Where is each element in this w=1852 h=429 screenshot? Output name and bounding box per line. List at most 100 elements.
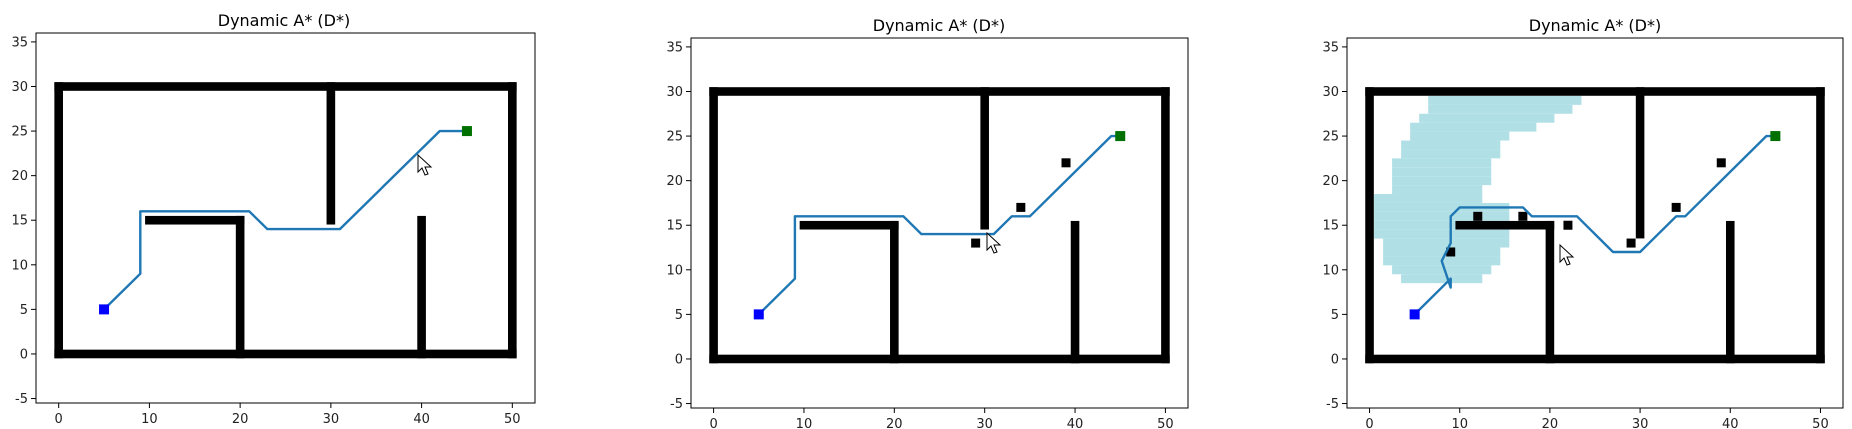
path-line xyxy=(1413,134,1776,316)
y-tick-label: 5 xyxy=(1331,308,1339,323)
obstacle-point xyxy=(1716,158,1726,168)
explored-cells xyxy=(1392,176,1492,186)
y-tick-label: 15 xyxy=(1322,219,1339,234)
explored-cells xyxy=(1383,247,1501,257)
y-tick-label: 5 xyxy=(675,308,683,323)
wall xyxy=(709,87,718,364)
y-tick-label: 30 xyxy=(1322,85,1339,100)
path-line xyxy=(757,134,1121,316)
subplot-3: Dynamic A* (D*) 0 10 20 30 40 50 -5 0 5 10 15 20 25 3… xyxy=(1322,16,1844,429)
y-tick-label: 30 xyxy=(666,85,683,100)
plot-area xyxy=(54,82,517,359)
obstacle-point xyxy=(1518,211,1528,221)
explored-cells xyxy=(1392,158,1492,168)
axes-frame xyxy=(1346,37,1844,409)
explored-cells xyxy=(1374,211,1510,221)
wall xyxy=(1455,220,1555,230)
wall xyxy=(1161,87,1170,364)
axes-frame xyxy=(35,32,536,404)
y-tick-label: -5 xyxy=(670,397,683,412)
explored-cells xyxy=(1401,149,1501,159)
y-tick-label: 20 xyxy=(11,169,28,184)
x-tick-label: 0 xyxy=(709,417,717,429)
wall xyxy=(1365,354,1825,364)
wall xyxy=(890,220,899,364)
y-tick-label: -5 xyxy=(1326,397,1339,412)
y-tick-label: 15 xyxy=(11,214,28,229)
subplot-1-title: Dynamic A* (D*) xyxy=(218,11,350,30)
y-tick-label: 20 xyxy=(666,174,683,189)
obstacle-point xyxy=(1016,202,1026,212)
wall xyxy=(1816,87,1825,364)
start-point xyxy=(753,309,764,320)
obstacle-point xyxy=(1473,211,1483,221)
explored-cells xyxy=(1392,185,1483,195)
goal-point xyxy=(1770,131,1781,142)
wall xyxy=(508,82,517,359)
obstacle-point xyxy=(1061,158,1071,168)
obstacle-point xyxy=(1446,247,1456,257)
wall xyxy=(1365,87,1374,364)
x-tick-label: 10 xyxy=(796,417,813,429)
explored-cells xyxy=(1374,220,1510,230)
obstacle-point xyxy=(1563,220,1573,230)
x-tick-label: 20 xyxy=(886,417,903,429)
explored-cells xyxy=(1392,265,1492,275)
wall xyxy=(54,82,63,359)
obstacle-point xyxy=(1671,202,1681,212)
x-tick-label: 40 xyxy=(413,412,430,427)
y-tick-label: 0 xyxy=(20,347,28,362)
x-tick-label: 30 xyxy=(976,417,993,429)
y-tick-label: 20 xyxy=(1322,174,1339,189)
y-tick-label: 15 xyxy=(666,219,683,234)
y-tick-label: 0 xyxy=(1331,352,1339,367)
explored-cells xyxy=(1428,104,1573,114)
subplot-3-title: Dynamic A* (D*) xyxy=(1529,16,1661,35)
obstacle-point xyxy=(1626,238,1636,248)
x-tick-label: 0 xyxy=(55,412,63,427)
wall xyxy=(235,215,245,359)
explored-cells xyxy=(1401,274,1483,284)
x-tick-label: 40 xyxy=(1067,417,1084,429)
cursor-icon xyxy=(986,231,1002,254)
y-tick-label: 35 xyxy=(1322,40,1339,55)
x-tick-label: 10 xyxy=(141,412,158,427)
x-tick-label: 10 xyxy=(1451,417,1468,429)
explored-cells xyxy=(1374,202,1510,212)
y-tick-label: 0 xyxy=(675,352,683,367)
wall xyxy=(1070,220,1080,364)
wall xyxy=(326,82,336,225)
explored-cells xyxy=(1410,122,1537,132)
subplot-2: Dynamic A* (D*) 0 10 20 30 40 50 -5 0 5 10 15 20 25 3… xyxy=(666,16,1189,429)
x-tick-label: 50 xyxy=(1157,417,1174,429)
x-tick-label: 20 xyxy=(232,412,249,427)
explored-cells xyxy=(1383,238,1510,248)
plot-area xyxy=(709,87,1170,364)
explored-cells xyxy=(1410,131,1510,141)
y-tick-label: 30 xyxy=(11,80,28,95)
explored-cells xyxy=(1428,95,1582,105)
x-tick-label: 20 xyxy=(1542,417,1559,429)
wall xyxy=(799,220,899,230)
y-tick-label: 35 xyxy=(666,40,683,55)
x-tick-label: 0 xyxy=(1365,417,1373,429)
plot-area xyxy=(1365,87,1825,364)
wall xyxy=(417,215,426,359)
y-tick-label: 10 xyxy=(1322,263,1339,278)
explored-cells xyxy=(1374,229,1510,239)
wall xyxy=(1365,87,1825,96)
y-tick-label: 25 xyxy=(1322,130,1339,145)
wall xyxy=(709,87,1170,96)
y-tick-label: 10 xyxy=(666,263,683,278)
axes-frame xyxy=(690,37,1189,409)
wall xyxy=(1545,220,1555,364)
wall xyxy=(54,82,517,91)
x-tick-label: 30 xyxy=(1632,417,1649,429)
x-tick-label: 50 xyxy=(1812,417,1829,429)
x-tick-label: 40 xyxy=(1722,417,1739,429)
goal-point xyxy=(461,126,472,137)
goal-point xyxy=(1115,131,1126,142)
explored-cells xyxy=(1419,113,1555,123)
explored-cells xyxy=(1374,194,1483,203)
